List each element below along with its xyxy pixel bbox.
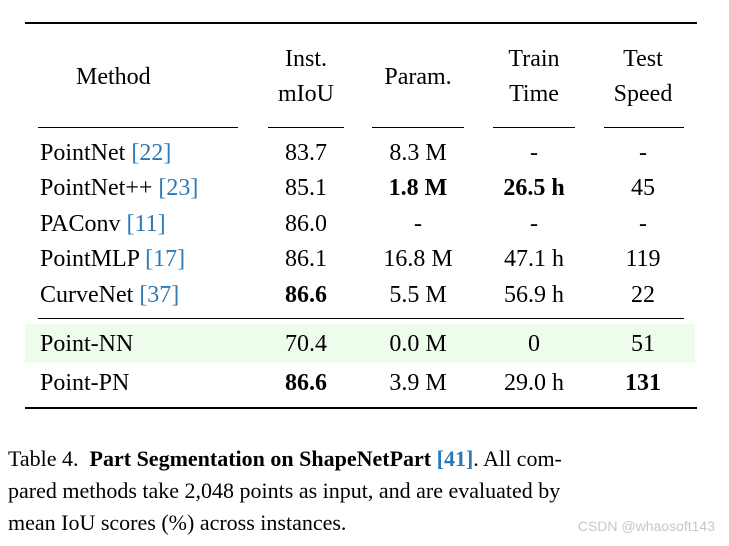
- header-param: Param.: [384, 64, 452, 90]
- cell-test-speed: 119: [625, 246, 661, 272]
- method-name: CurveNet: [40, 282, 134, 308]
- cell-param: 5.5 M: [389, 282, 447, 308]
- citation-link[interactable]: [17]: [145, 246, 186, 272]
- table-row-point-pn-method: Point-PN: [40, 370, 130, 396]
- caption-line-3: mean IoU scores (%) across instances.: [8, 510, 347, 535]
- table-top-rule: [25, 22, 697, 24]
- header-rule-train: [493, 127, 575, 128]
- cell-test-speed: -: [639, 140, 647, 166]
- cell-param: 16.8 M: [383, 246, 453, 272]
- cell-train-time: -: [530, 211, 538, 237]
- caption-title: Part Segmentation on ShapeNetPart: [89, 446, 432, 471]
- cell-param: 0.0 M: [389, 331, 447, 357]
- header-speed: Speed: [613, 81, 673, 107]
- header-inst: Inst.: [285, 46, 327, 72]
- watermark: CSDN @whaosoft143: [577, 518, 715, 534]
- cell-train-time: -: [530, 140, 538, 166]
- table-row-pointmlp-method: PointMLP [17]: [40, 245, 185, 273]
- cell-param: 3.9 M: [389, 370, 447, 396]
- caption-title-ref[interactable]: [41]: [436, 446, 474, 471]
- table-row-curvenet-method: CurveNet [37]: [40, 281, 179, 309]
- header-method: Method: [76, 64, 151, 90]
- citation-link[interactable]: [22]: [131, 140, 172, 166]
- table-row-pointnet-method: PointNet [22]: [40, 139, 171, 167]
- citation-link[interactable]: [11]: [126, 211, 166, 237]
- header-time: Time: [509, 81, 559, 107]
- cell-miou: 86.6: [285, 370, 327, 396]
- method-name: PointNet: [40, 140, 126, 166]
- header-test: Test: [623, 46, 663, 72]
- caption-line-1-tail: . All com-: [473, 446, 562, 471]
- citation-link[interactable]: [23]: [158, 175, 199, 201]
- method-name: PAConv: [40, 211, 121, 237]
- header-rule-miou: [268, 127, 344, 128]
- header-train: Train: [508, 46, 560, 72]
- cell-miou: 83.7: [285, 140, 327, 166]
- table-row-point-nn-method: Point-NN: [40, 331, 134, 357]
- cell-train-time: 29.0 h: [504, 370, 564, 396]
- cell-test-speed: -: [639, 211, 647, 237]
- cell-train-time: 47.1 h: [504, 246, 564, 272]
- table-row-pointnetpp-method: PointNet++ [23]: [40, 174, 198, 202]
- cell-miou: 86.1: [285, 246, 327, 272]
- header-miou: mIoU: [278, 81, 334, 107]
- table-row-paconv-method: PAConv [11]: [40, 210, 166, 238]
- group-separator-rule: [38, 318, 684, 319]
- cell-miou: 86.0: [285, 211, 327, 237]
- cell-test-speed: 22: [631, 282, 655, 308]
- cell-miou: 70.4: [285, 331, 327, 357]
- cell-train-time: 0: [528, 331, 540, 357]
- caption-line-1: Table 4. Part Segmentation on ShapeNetPa…: [8, 443, 562, 475]
- cell-test-speed: 45: [631, 175, 655, 201]
- cell-test-speed: 51: [631, 331, 655, 357]
- cell-train-time: 56.9 h: [504, 282, 564, 308]
- table-bottom-rule: [25, 407, 697, 409]
- caption-label: Table 4.: [8, 446, 79, 471]
- cell-param: -: [414, 211, 422, 237]
- cell-param: 8.3 M: [389, 140, 447, 166]
- header-rule-speed: [604, 127, 684, 128]
- method-name: PointNet++: [40, 175, 153, 201]
- cell-param: 1.8 M: [388, 175, 448, 201]
- cell-miou: 85.1: [285, 175, 327, 201]
- cell-miou: 86.6: [285, 282, 327, 308]
- method-name: PointMLP: [40, 246, 140, 272]
- header-rule-method: [38, 127, 238, 128]
- cell-test-speed: 131: [625, 370, 661, 396]
- header-rule-param: [372, 127, 464, 128]
- caption-line-2: pared methods take 2,048 points as input…: [8, 478, 561, 503]
- cell-train-time: 26.5 h: [503, 175, 565, 201]
- citation-link[interactable]: [37]: [139, 282, 180, 308]
- point-nn-highlight: [25, 324, 695, 363]
